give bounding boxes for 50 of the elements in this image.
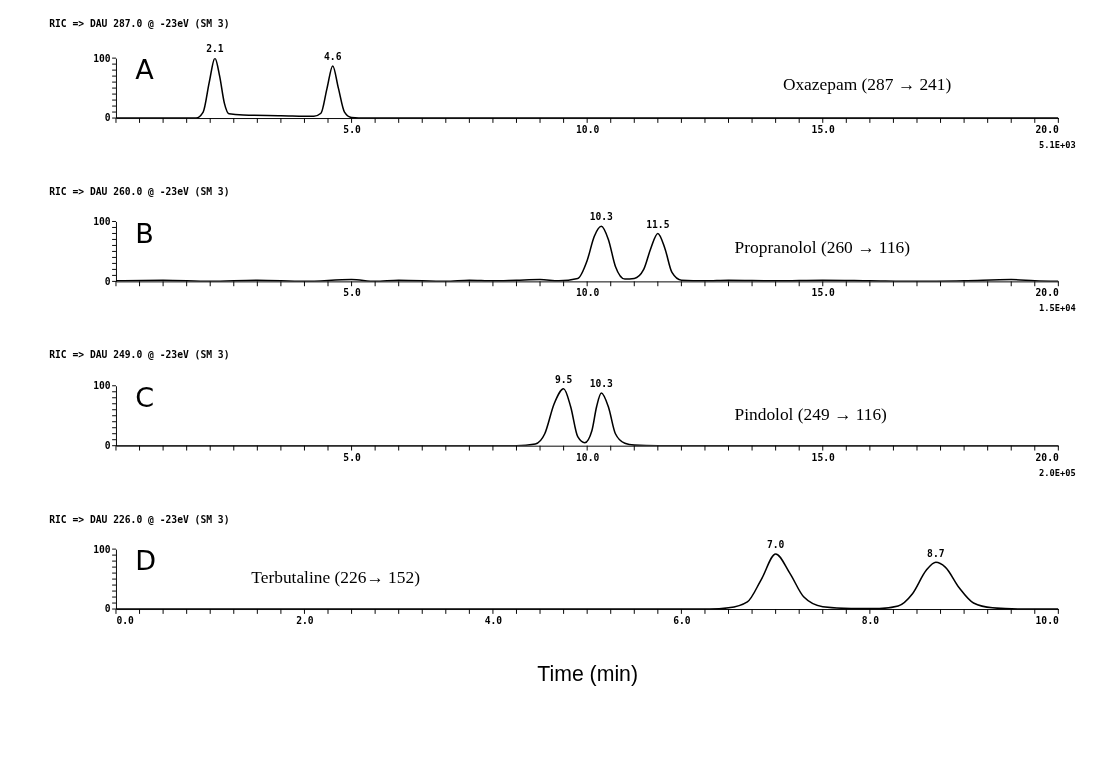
x-tick-label: 10.0 <box>576 287 600 299</box>
y-tick-label: 0 <box>104 275 111 287</box>
text: 1.5E+04 <box>1039 303 1076 314</box>
annotation: 10.3 <box>589 211 614 223</box>
x-tick-label: 5.0 <box>343 451 361 463</box>
x-tick-label: 20.0 <box>1035 124 1059 136</box>
annotation: Pindolol (249 → 116) <box>734 404 888 424</box>
x-tick-label: 10.0 <box>576 451 600 463</box>
x-tick-label: 10.0 <box>576 124 600 136</box>
text: 2.0E+05 <box>1039 467 1076 478</box>
x-tick-label: 8.0 <box>861 615 880 627</box>
annotation: 9.5 <box>554 373 573 385</box>
y-tick-label: 0 <box>104 112 111 124</box>
y-tick-label: 100 <box>93 52 111 64</box>
y-tick-label: 0 <box>104 440 111 452</box>
annotation: 10.3 <box>589 378 614 390</box>
annotation: Oxazepam (287 → 241) <box>782 75 952 95</box>
annotation: 4.6 <box>324 51 342 63</box>
x-tick-label: 15.0 <box>811 451 836 463</box>
x-tick-label: 20.0 <box>1035 287 1059 299</box>
x-tick-label: 10.0 <box>1035 615 1059 627</box>
x-tick-label: 20.0 <box>1035 451 1059 463</box>
chart-title: RIC => DAU 226.0 @ -23eV (SM 3) <box>49 513 230 525</box>
x-axis-title: Time (min) <box>537 662 639 687</box>
chart-title: RIC => DAU 249.0 @ -23eV (SM 3) <box>49 348 230 360</box>
chart-title: RIC => DAU 287.0 @ -23eV (SM 3) <box>49 18 230 30</box>
annotation: 8.7 <box>927 547 945 559</box>
x-tick-label: 5.0 <box>343 124 361 136</box>
annotation: 7.0 <box>766 539 785 551</box>
annotation: Propranolol (260 → 116) <box>734 238 911 258</box>
annotation: Terbutaline (226→ 152) <box>251 567 421 587</box>
x-tick-label: 15.0 <box>811 124 836 136</box>
text: 5.1E+03 <box>1039 140 1076 151</box>
annotation: A <box>135 54 155 86</box>
x-tick-label: 6.0 <box>673 615 691 627</box>
annotation: C <box>135 382 155 414</box>
annotation: B <box>135 217 154 249</box>
annotation: D <box>135 545 157 577</box>
x-tick-label: 2.0 <box>296 615 314 627</box>
y-tick-label: 100 <box>93 543 111 555</box>
annotation: 11.5 <box>646 218 670 230</box>
y-tick-label: 100 <box>93 380 111 392</box>
annotation: 2.1 <box>206 43 224 55</box>
x-tick-label: 15.0 <box>811 287 836 299</box>
x-tick-label: 4.0 <box>484 615 503 627</box>
x-tick-label: 0.0 <box>116 615 135 627</box>
chart-title: RIC => DAU 260.0 @ -23eV (SM 3) <box>49 186 230 198</box>
x-tick-label: 5.0 <box>343 287 361 299</box>
y-tick-label: 0 <box>104 603 111 615</box>
y-tick-label: 100 <box>93 215 111 227</box>
